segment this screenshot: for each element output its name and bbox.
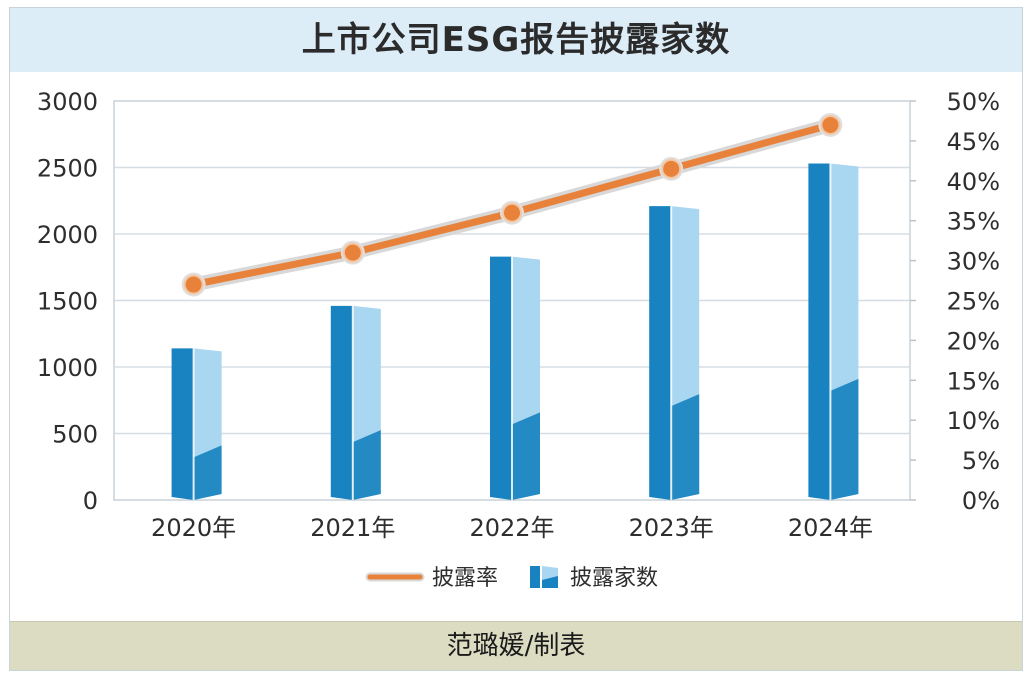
y-left-tick-label: 1000 (37, 354, 98, 382)
y-right-tick-label: 35% (947, 208, 1000, 236)
bar-front-face (808, 163, 831, 500)
x-tick-label: 2023年 (629, 514, 714, 542)
footer-bar: 范璐媛/制表 (10, 621, 1022, 670)
y-left-tick-label: 0 (83, 487, 98, 515)
legend-layer: 披露率 披露家数 (365, 566, 658, 591)
bar-side-shade (352, 430, 381, 500)
rate-point (502, 202, 522, 223)
bar-2021年 (330, 305, 381, 500)
bar-side-shade (830, 378, 859, 500)
rate-point (183, 274, 204, 295)
legend-bar-swatch-shade (542, 576, 558, 588)
line-layer (181, 112, 843, 297)
y-left-tick-label: 2000 (37, 221, 98, 249)
bar-side-shade (671, 394, 700, 500)
bar-front-face (330, 305, 353, 500)
y-right-tick-label: 5% (962, 447, 1000, 475)
bar-2022年 (490, 256, 540, 500)
y-left-tick-label: 500 (52, 421, 98, 449)
bar-front-face (490, 256, 512, 500)
axis-layer: 0 500 1000 1500 2000 2500 3000 0% 5% 10% 15% 20% 25%… (37, 88, 1000, 542)
y-right-tick-label: 40% (947, 168, 1000, 196)
rate-point (820, 114, 841, 135)
y-right-tick-label: 0% (962, 487, 1000, 515)
y-right-tick-label: 20% (947, 327, 1000, 355)
y-right-tick-label: 45% (947, 128, 1000, 156)
y-left-tick-label: 2500 (37, 155, 98, 183)
bar-side-shade (512, 412, 540, 500)
chart-title: 上市公司ESG报告披露家数 (301, 20, 731, 60)
y-left-tick-label: 1500 (37, 288, 98, 316)
x-tick-label: 2024年 (788, 514, 873, 542)
bar-2024年 (808, 163, 859, 500)
bar-2023年 (649, 206, 700, 500)
x-tick-label: 2021年 (310, 514, 395, 542)
y-right-tick-label: 30% (947, 248, 1000, 276)
bar-side-shade (193, 445, 222, 500)
bar-2020年 (171, 348, 222, 500)
credit-text: 范璐媛/制表 (446, 631, 586, 661)
title-bar: 上市公司ESG报告披露家数 (10, 8, 1022, 72)
y-right-tick-label: 15% (947, 367, 1000, 395)
bar-layer (171, 163, 859, 500)
rate-point (661, 158, 682, 179)
y-right-tick-label: 10% (947, 407, 1000, 435)
rate-point (342, 242, 363, 263)
y-right-tick-label: 50% (947, 88, 1000, 116)
x-tick-label: 2020年 (151, 514, 236, 542)
legend-label-count: 披露家数 (570, 566, 658, 591)
bar-front-face (171, 348, 194, 500)
legend-bar-swatch-dark (530, 566, 540, 588)
x-tick-label: 2022年 (469, 514, 554, 542)
legend-label-rate: 披露率 (432, 566, 498, 591)
y-right-tick-label: 25% (947, 288, 1000, 316)
y-left-tick-label: 3000 (37, 88, 98, 116)
bar-front-face (649, 206, 672, 500)
